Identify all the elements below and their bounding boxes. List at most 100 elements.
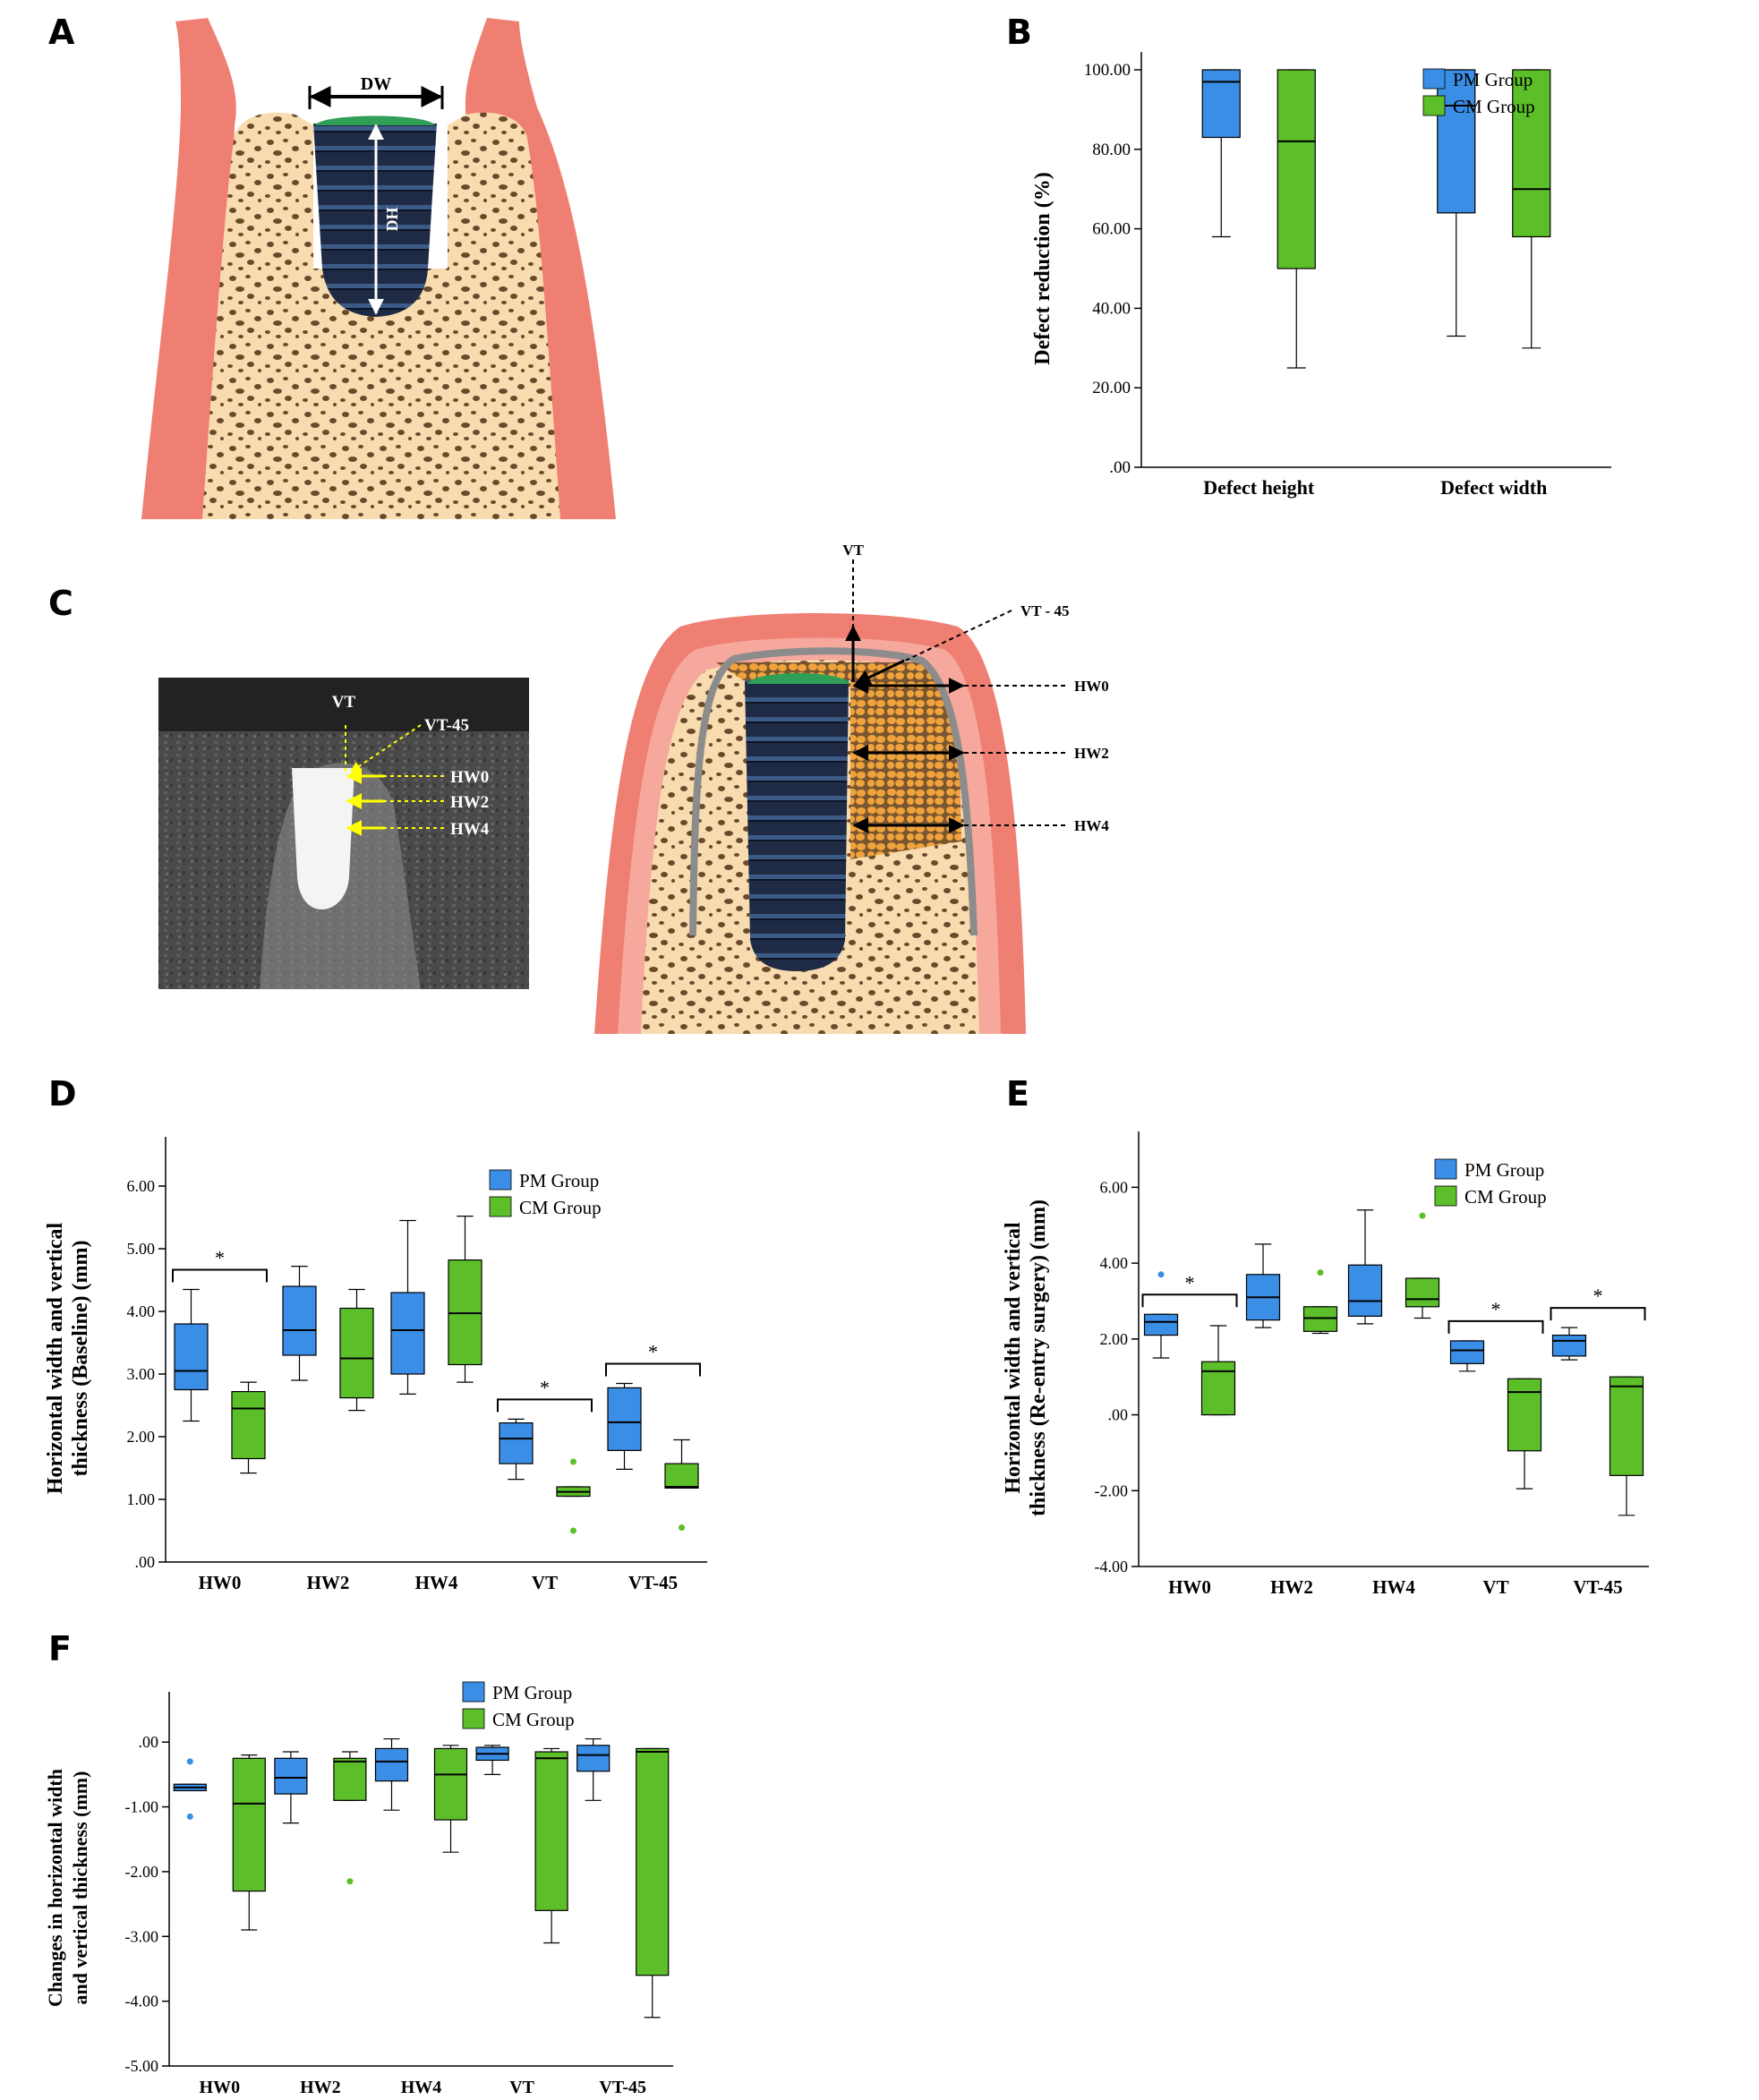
x-tick-label: HW0: [200, 2078, 241, 2097]
legend-swatch-cm: [489, 1196, 512, 1217]
box-pm: [499, 1421, 534, 1464]
box-cm: [232, 1757, 266, 1892]
schem-label-hw0: HW0: [1074, 678, 1109, 695]
box-cm: [448, 1259, 482, 1366]
ct-label-vt45: VT-45: [424, 716, 469, 735]
box-cm: [534, 1751, 568, 1911]
ct-label-hw0: HW0: [450, 768, 489, 787]
legend-swatch-cm: [462, 1708, 485, 1729]
chart-e: -4.00 -2.00 .00 2.00 4.00 6.00 Horizontal widt…: [1002, 1131, 1649, 1598]
box-cm: [1200, 1361, 1236, 1416]
ct-label-hw4: HW4: [450, 820, 490, 839]
dh-label: DH: [383, 208, 401, 232]
box-pm: [1143, 1313, 1179, 1336]
x-tick-label: HW0: [1168, 1576, 1211, 1598]
legend-label-pm: PM Group: [492, 1682, 572, 1703]
schem-label-vt45: VT - 45: [1020, 602, 1069, 619]
significance-star: *: [1185, 1271, 1195, 1293]
y-axis-label: Horizontal width and verticalthickness (…: [44, 1223, 92, 1495]
y-axis-label: Changes in horizontal width and vertical …: [44, 1769, 91, 2007]
significance-bracket: [1141, 1293, 1238, 1308]
x-tick-label: HW2: [1270, 1576, 1313, 1598]
box-cm: [339, 1307, 374, 1399]
y-tick-label: .00: [139, 1733, 159, 1751]
ct-label-hw2: HW2: [450, 793, 489, 812]
implant-c: [745, 680, 849, 971]
y-axis-label: Horizontal width and verticalthickness (…: [1002, 1199, 1050, 1516]
y-tick-label: 80.00: [1092, 141, 1131, 159]
y-axis-label-line: Changes in horizontal width: [44, 1769, 66, 2007]
x-tick-label: HW4: [401, 2078, 442, 2097]
ct-implant: [292, 768, 354, 909]
x-tick-label: HW4: [1372, 1576, 1415, 1598]
y-axis-label-line: thickness (Re-entry surgery) (mm): [1027, 1199, 1050, 1516]
outlier-point: [570, 1527, 576, 1534]
x-tick-label: HW4: [415, 1572, 458, 1593]
ct-label-vt: VT: [332, 693, 356, 712]
legend-label-cm: CM Group: [1453, 96, 1535, 117]
y-axis-label-line: Defect reduction (%): [1031, 172, 1055, 364]
significance-bracket: [605, 1362, 701, 1377]
panel-label-b: B: [1006, 13, 1032, 52]
legend-label-cm: CM Group: [519, 1197, 602, 1218]
legend-label-pm: PM Group: [1464, 1159, 1544, 1181]
x-tick-label: VT-45: [1573, 1576, 1622, 1598]
panel-label-f: F: [48, 1629, 72, 1669]
schem-label-vt: VT: [842, 542, 864, 559]
box-pm: [282, 1285, 317, 1356]
y-axis-label-line: and vertical thickness (mm): [69, 1771, 91, 2005]
x-tick-label: Defect width: [1440, 476, 1547, 499]
schem-label-hw4: HW4: [1074, 817, 1109, 834]
box-pm: [174, 1323, 209, 1391]
outlier-point: [1157, 1271, 1165, 1278]
significance-star: *: [1491, 1298, 1501, 1320]
significance-star: *: [648, 1341, 658, 1363]
box-cm: [1512, 69, 1551, 238]
y-tick-label: -3.00: [125, 1927, 159, 1945]
box-cm: [333, 1757, 367, 1801]
x-tick-label: VT-45: [599, 2078, 646, 2097]
box-pm: [390, 1292, 425, 1375]
y-tick-label: -2.00: [1095, 1481, 1129, 1499]
y-tick-label: .00: [1109, 458, 1131, 477]
significance-star: *: [215, 1247, 225, 1269]
significance-star: *: [1593, 1285, 1603, 1307]
legend-label-pm: PM Group: [1453, 69, 1533, 90]
chart-d: .00 1.00 2.00 3.00 4.00 5.00 6.00 Horizontal wi…: [44, 1137, 707, 1593]
diagram-c-schematic: VT VT - 45 HW0 HW2 HW4: [594, 542, 1109, 1034]
y-tick-label: 1.00: [127, 1490, 156, 1508]
y-axis-label-line: Horizontal width and vertical: [1002, 1222, 1025, 1494]
panel-label-d: D: [48, 1074, 77, 1114]
outlier-point: [570, 1458, 576, 1465]
y-tick-label: 2.00: [1100, 1330, 1129, 1348]
outlier-point: [1317, 1269, 1324, 1276]
box-cm: [1302, 1306, 1338, 1332]
box-pm: [576, 1745, 611, 1772]
legend-swatch-cm: [1422, 95, 1446, 116]
schem-label-hw2: HW2: [1074, 745, 1109, 762]
y-tick-label: 3.00: [127, 1365, 156, 1383]
outlier-point: [1419, 1212, 1426, 1219]
y-tick-label: -1.00: [125, 1798, 159, 1816]
x-tick-label: VT: [532, 1572, 558, 1593]
significance-star: *: [540, 1376, 550, 1398]
y-tick-label: .00: [135, 1553, 156, 1571]
box-pm: [1551, 1334, 1587, 1357]
panel-label-a: A: [48, 13, 75, 52]
legend-swatch-pm: [462, 1681, 485, 1703]
y-tick-label: 2.00: [127, 1428, 156, 1446]
y-tick-label: -5.00: [125, 2057, 159, 2075]
y-tick-label: 4.00: [127, 1302, 156, 1320]
chart-b: .00 20.00 40.00 60.00 80.00 100.00 Defect redu…: [1031, 52, 1611, 499]
y-axis-label-line: thickness (Baseline) (mm): [69, 1241, 92, 1477]
significance-bracket: [497, 1398, 593, 1413]
legend-swatch-cm: [1434, 1185, 1457, 1207]
y-tick-label: 5.00: [127, 1240, 156, 1258]
box-cm: [433, 1747, 468, 1821]
ct-image: VT VT-45 HW0 HW2 HW4: [158, 678, 529, 989]
legend-swatch-pm: [489, 1169, 512, 1191]
y-axis-label-line: Horizontal width and vertical: [44, 1223, 67, 1495]
box-pm: [1347, 1264, 1383, 1318]
dw-label: DW: [361, 74, 391, 94]
outlier-point: [346, 1878, 354, 1885]
